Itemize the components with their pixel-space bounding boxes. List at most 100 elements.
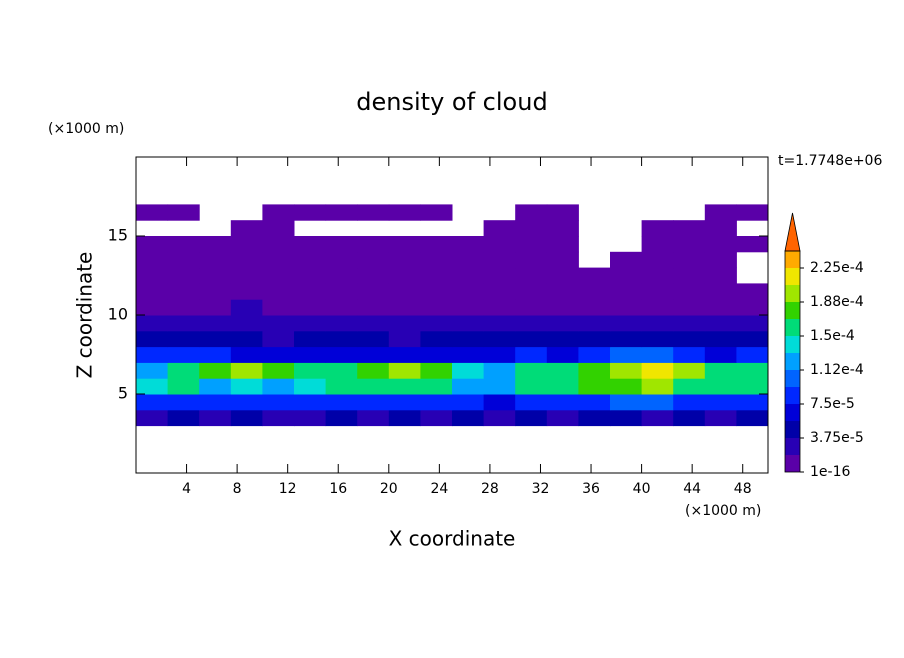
contour-cell (515, 220, 548, 237)
contour-cell (388, 315, 421, 332)
contour-cell (641, 378, 674, 395)
contour-cell (136, 204, 169, 221)
contour-cell (199, 394, 232, 411)
contour-cell (546, 267, 579, 284)
contour-cell (262, 315, 295, 332)
contour-cell (704, 330, 737, 348)
contour-cell (325, 362, 358, 379)
contour-cell (704, 378, 737, 395)
contour-cell (704, 283, 737, 300)
y-tick-label: 10 (108, 305, 128, 324)
x-tick-label: 8 (233, 481, 242, 497)
contour-cell (641, 220, 674, 237)
contour-cell (262, 394, 295, 411)
contour-cell (325, 204, 358, 221)
x-tick-label: 16 (329, 481, 347, 497)
colorbar-band (785, 319, 800, 336)
contour-cell (704, 315, 737, 332)
contour-cell (673, 330, 706, 348)
contour-cell (704, 236, 737, 253)
contour-cell (610, 362, 643, 379)
contour-cell (199, 378, 232, 395)
contour-cell (704, 299, 737, 316)
y-tick-label: 15 (108, 226, 128, 245)
contour-cell (420, 315, 453, 332)
contour-cell (262, 346, 295, 363)
contour-cell (452, 409, 485, 427)
x-tick-label: 44 (683, 481, 701, 497)
contour-cell (546, 409, 579, 427)
contour-cell (136, 251, 169, 269)
contour-cell (546, 394, 579, 411)
contour-cell (641, 251, 674, 269)
colorbar-band (785, 438, 800, 455)
x-tick-label: 12 (279, 481, 297, 497)
contour-cell (641, 283, 674, 300)
contour-cell (483, 378, 516, 395)
contour-cell (230, 299, 263, 316)
contour-cell (199, 362, 232, 379)
contour-cell (673, 378, 706, 395)
contour-cell (483, 409, 516, 427)
contour-cell (230, 378, 263, 395)
contour-cell (294, 236, 327, 253)
contour-cell (610, 394, 643, 411)
contour-cell (230, 409, 263, 427)
contour-cell (578, 315, 611, 332)
contour-cell (294, 394, 327, 411)
colorbar-band (785, 302, 800, 319)
contour-cell (515, 346, 548, 363)
contour-cell (294, 251, 327, 269)
contour-cell (136, 299, 169, 316)
contour-cell (420, 204, 453, 221)
contour-cell (325, 251, 358, 269)
contour-cell (483, 315, 516, 332)
contour-cell (357, 204, 390, 221)
colorbar-band (785, 268, 800, 285)
contour-cell (388, 409, 421, 427)
contour-cell (294, 204, 327, 221)
contour-cell (167, 346, 200, 363)
contour-cell (452, 236, 485, 253)
contour-cell (452, 283, 485, 300)
contour-cell (294, 362, 327, 379)
contour-cell (294, 315, 327, 332)
contour-cell (388, 283, 421, 300)
x-tick-label: 48 (734, 481, 752, 497)
colorbar-band (785, 353, 800, 370)
contour-cell (736, 362, 769, 379)
contour-cell (483, 283, 516, 300)
contour-cell (230, 362, 263, 379)
colorbar-tick-label: 1e-16 (810, 464, 850, 480)
contour-cell (610, 267, 643, 284)
contour-cell (515, 394, 548, 411)
contour-cell (294, 283, 327, 300)
contour-cell (136, 409, 169, 427)
contour-cell (420, 251, 453, 269)
x-axis-label: X coordinate (389, 527, 516, 551)
contour-cell (167, 204, 200, 221)
contour-cell (452, 394, 485, 411)
contour-cell (325, 315, 358, 332)
contour-cell (357, 378, 390, 395)
contour-cell (388, 204, 421, 221)
y-tick-label: 5 (118, 384, 128, 403)
contour-cell (736, 330, 769, 348)
contour-cell (483, 251, 516, 269)
colorbar-tick-label: 1.88e-4 (810, 294, 864, 310)
contour-cell (230, 315, 263, 332)
contour-cell (546, 220, 579, 237)
contour-cell (199, 346, 232, 363)
contour-cell (483, 236, 516, 253)
contour-cell (546, 251, 579, 269)
x-tick-label: 32 (532, 481, 550, 497)
contour-cell (483, 267, 516, 284)
x-tick-label: 20 (380, 481, 398, 497)
contour-cell (357, 236, 390, 253)
contour-cell (452, 346, 485, 363)
contour-cell (420, 362, 453, 379)
contour-cell (546, 283, 579, 300)
contour-cell (546, 315, 579, 332)
contour-cell (357, 330, 390, 348)
